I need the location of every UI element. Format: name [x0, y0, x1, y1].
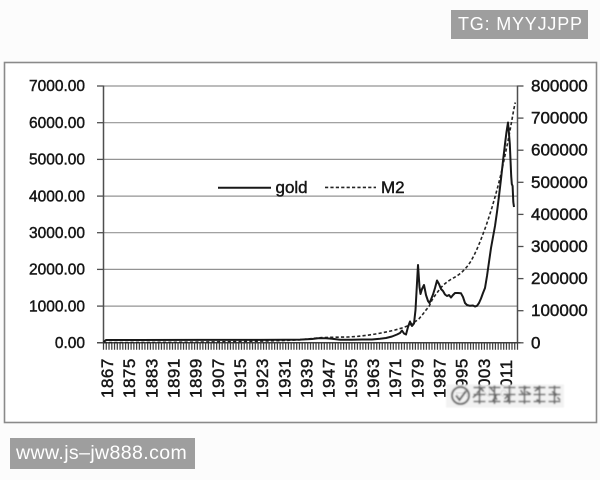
svg-text:1979: 1979 — [408, 358, 427, 398]
svg-text:1891: 1891 — [165, 358, 184, 398]
svg-text:2000.00: 2000.00 — [29, 262, 85, 279]
svg-text:1955: 1955 — [342, 358, 361, 398]
svg-text:5000.00: 5000.00 — [29, 152, 85, 169]
svg-text:6000.00: 6000.00 — [29, 115, 85, 132]
svg-text:1915: 1915 — [231, 358, 250, 398]
svg-text:gold: gold — [276, 178, 308, 197]
svg-text:300000: 300000 — [531, 237, 588, 256]
svg-text:800000: 800000 — [531, 77, 588, 96]
svg-text:1907: 1907 — [209, 358, 228, 398]
svg-text:1947: 1947 — [320, 358, 339, 398]
svg-text:700000: 700000 — [531, 109, 588, 128]
svg-text:1971: 1971 — [386, 358, 405, 398]
svg-text:1000.00: 1000.00 — [29, 298, 85, 315]
svg-text:0: 0 — [531, 333, 540, 352]
svg-text:600000: 600000 — [531, 141, 588, 160]
svg-text:0.00: 0.00 — [55, 335, 86, 352]
svg-text:4000.00: 4000.00 — [29, 188, 85, 205]
svg-text:7000.00: 7000.00 — [29, 78, 85, 95]
svg-text:1875: 1875 — [120, 358, 139, 398]
svg-text:1963: 1963 — [364, 358, 383, 398]
svg-text:M2: M2 — [381, 178, 405, 197]
svg-text:1867: 1867 — [98, 358, 117, 398]
svg-text:1939: 1939 — [298, 358, 317, 398]
svg-text:1883: 1883 — [142, 358, 161, 398]
svg-text:1923: 1923 — [253, 358, 272, 398]
svg-text:1931: 1931 — [275, 358, 294, 398]
svg-text:1987: 1987 — [431, 358, 450, 398]
svg-text:1899: 1899 — [187, 358, 206, 398]
svg-text:400000: 400000 — [531, 205, 588, 224]
svg-text:100000: 100000 — [531, 301, 588, 320]
svg-text:500000: 500000 — [531, 173, 588, 192]
svg-text:3000.00: 3000.00 — [29, 225, 85, 242]
svg-text:200000: 200000 — [531, 269, 588, 288]
